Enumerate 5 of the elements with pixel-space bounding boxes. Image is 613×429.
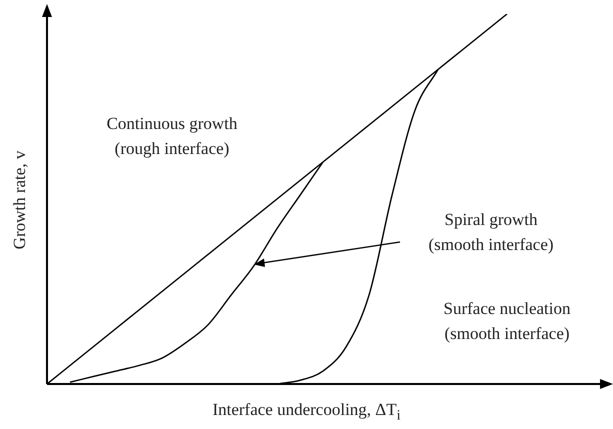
x-axis-title: Interface undercooling, ΔT$_{i}$ (211, 400, 402, 424)
annotation: Surface nucleation (smooth interface) (444, 299, 571, 343)
y-axis-title: Growth rate, v (10, 150, 30, 250)
annotation: Spiral growth (smooth interface) (428, 210, 554, 254)
annotation: Continuous growth (rough interface) (106, 114, 238, 158)
